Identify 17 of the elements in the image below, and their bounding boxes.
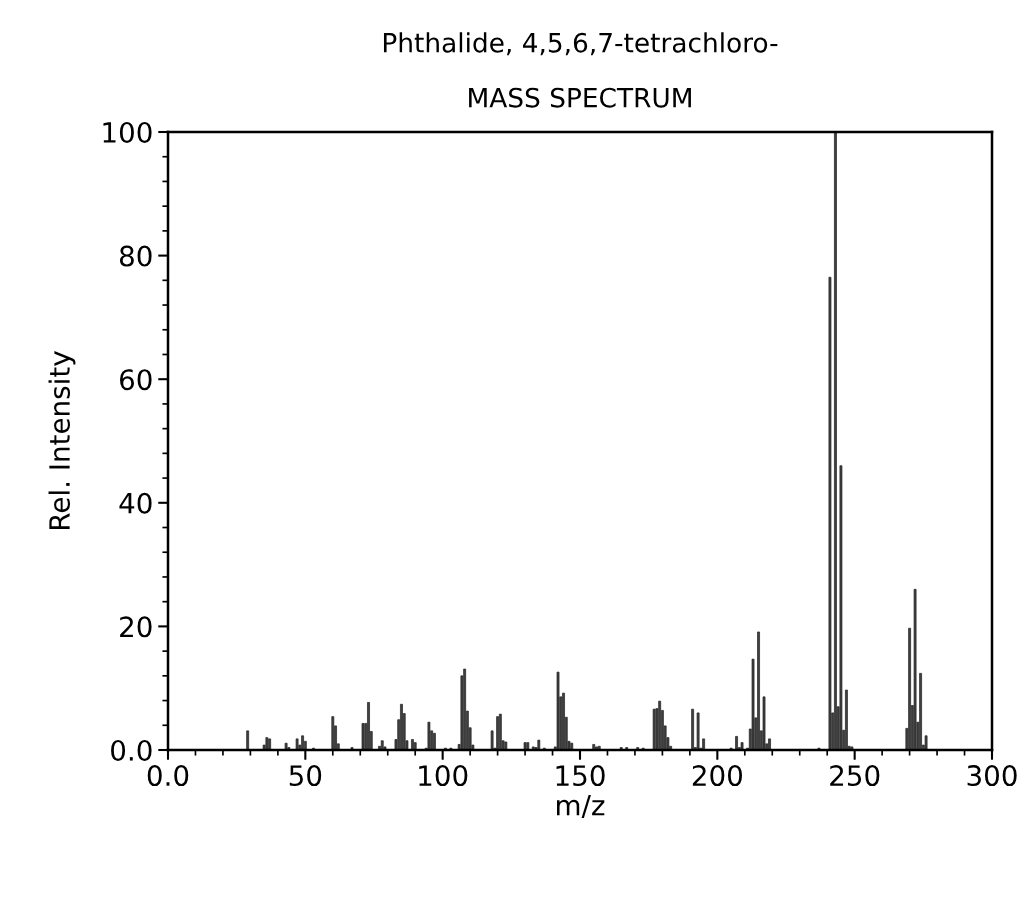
x-tick-label: 250 bbox=[830, 765, 880, 787]
x-tick-label: 300 bbox=[967, 765, 1017, 787]
y-tick-label: 0.0 bbox=[111, 739, 152, 761]
y-tick-label: 100 bbox=[103, 121, 152, 143]
x-tick-label: 200 bbox=[692, 765, 742, 787]
x-tick-label: 0.0 bbox=[147, 765, 189, 787]
x-axis-title: m/z bbox=[557, 795, 605, 818]
y-tick-label: 40 bbox=[119, 492, 152, 514]
x-tick-label: 150 bbox=[556, 765, 605, 787]
y-tick-label: 80 bbox=[119, 245, 152, 267]
chart-subtitle: MASS SPECTRUM bbox=[469, 87, 691, 108]
x-tick-label: 50 bbox=[289, 765, 322, 787]
y-tick-label: 20 bbox=[120, 616, 152, 638]
x-tick-label: 100 bbox=[419, 765, 468, 787]
chart-title: Phthalide, 4,5,6,7-tetrachloro- bbox=[383, 32, 778, 56]
y-axis-title: Rel. Intensity bbox=[48, 351, 76, 529]
y-tick-label: 60 bbox=[120, 369, 152, 391]
